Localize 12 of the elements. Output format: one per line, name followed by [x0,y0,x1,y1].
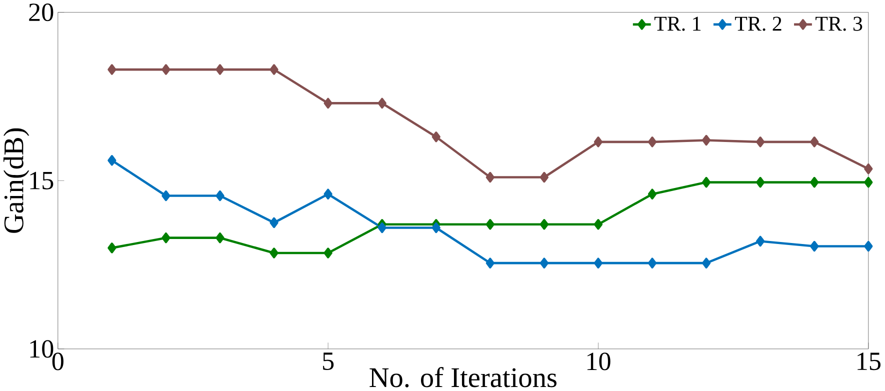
x-tick-label: 5 [323,352,334,370]
legend-label: TR. 3 [816,16,862,31]
y-tick-label: 15 [30,172,54,190]
x-tick-label: 10 [587,352,610,370]
legend-label: TR. 1 [654,16,701,31]
y-tick-label: 10 [30,340,54,358]
x-tick-label: 15 [858,352,880,370]
x-tick-label: 0 [52,352,64,370]
y-axis-title: Gain(dB) [3,128,30,233]
legend-label: TR. 2 [735,16,782,31]
y-tick-label: 20 [29,4,54,22]
x-axis-title: No. of Iterations [370,367,556,388]
